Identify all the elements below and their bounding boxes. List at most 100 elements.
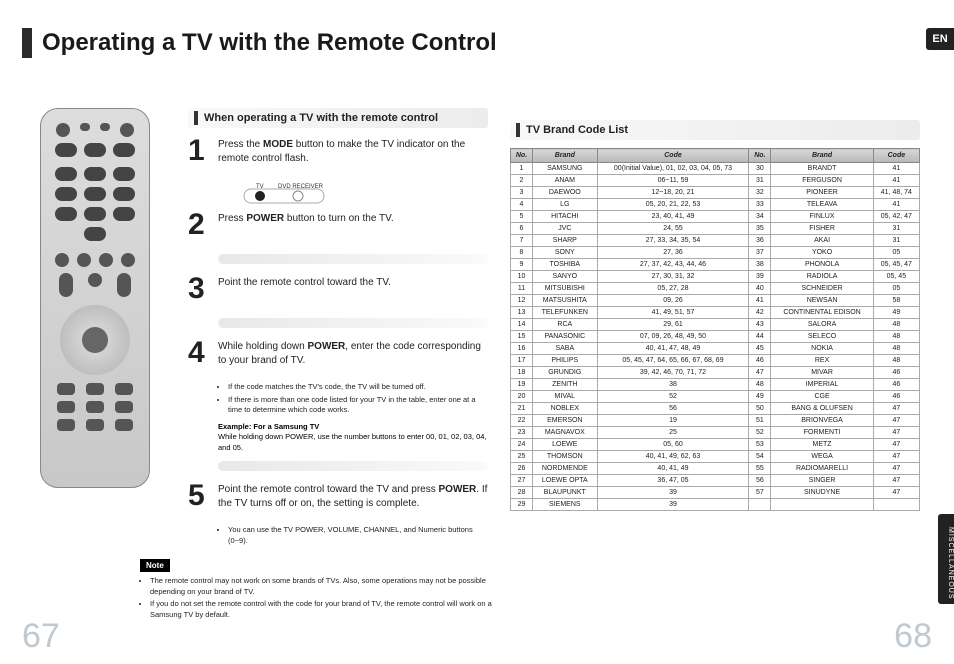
row-code: 47 [873,403,919,415]
section-side-tab: MISCELLANEOUS [938,514,954,604]
row-code: 47 [873,475,919,487]
row-code: 41, 49, 51, 57 [597,307,749,319]
step-text: While holding down POWER, enter the code… [218,338,488,368]
row-no: 47 [749,367,771,379]
row-no: 55 [749,463,771,475]
table-row: 9TOSHIBA27, 37, 42, 43, 44, 4638PHONOLA0… [511,259,920,271]
row-no: 17 [511,355,533,367]
row-brand: SONY [533,247,598,259]
table-col-header: Code [597,149,749,163]
row-brand: CGE [771,391,873,403]
step-number: 2 [188,210,218,240]
row-code: 12~18, 20, 21 [597,187,749,199]
row-brand: CONTINENTAL EDISON [771,307,873,319]
step5-bullets: You can use the TV POWER, VOLUME, CHANNE… [218,525,488,546]
mode-indicator-diagram: TV DVD RECEIVER [218,180,488,204]
row-code: 41 [873,199,919,211]
row-code: 47 [873,439,919,451]
step-5: 5 Point the remote control toward the TV… [188,481,488,511]
row-code: 05, 45, 47 [873,259,919,271]
row-brand: FISHER [771,223,873,235]
row-no: 42 [749,307,771,319]
row-brand: SCHNEIDER [771,283,873,295]
row-code: 05 [873,283,919,295]
header-accent [516,123,520,137]
table-row: 2ANAM06~11, 5931FERGUSON41 [511,175,920,187]
row-code: 48 [873,331,919,343]
row-brand: EMERSON [533,415,598,427]
row-brand: YOKO [771,247,873,259]
row-brand: METZ [771,439,873,451]
row-brand: ANAM [533,175,598,187]
row-brand: FERGUSON [771,175,873,187]
row-code: 31 [873,235,919,247]
table-row: 23MAGNAVOX2552FORMENTI47 [511,427,920,439]
table-row: 6JVC24, 5535FISHER31 [511,223,920,235]
dpad-icon [60,305,130,375]
row-brand: SHARP [533,235,598,247]
row-brand: SINUDYNE [771,487,873,499]
row-brand: THOMSON [533,451,598,463]
row-brand: PHILIPS [533,355,598,367]
row-no: 2 [511,175,533,187]
note-item: If you do not set the remote control wit… [150,599,500,620]
row-code: 58 [873,295,919,307]
row-code: 23, 40, 41, 49 [597,211,749,223]
row-brand: TOSHIBA [533,259,598,271]
row-code: 40, 41, 49 [597,463,749,475]
row-code: 27, 33, 34, 35, 54 [597,235,749,247]
table-col-header: Brand [771,149,873,163]
row-brand: RCA [533,319,598,331]
steps-column: When operating a TV with the remote cont… [188,108,488,552]
row-no: 45 [749,343,771,355]
example-text: While holding down POWER, use the number… [218,432,487,452]
row-no: 34 [749,211,771,223]
page-title-bar: Operating a TV with the Remote Control [22,28,497,58]
row-code: 56 [597,403,749,415]
row-no: 18 [511,367,533,379]
row-brand: BANG & OLUFSEN [771,403,873,415]
table-row: 4LG05, 20, 21, 22, 5333TELEAVA41 [511,199,920,211]
step4-bullets: If the code matches the TV's code, the T… [218,382,488,416]
table-row: 18GRUNDIG39, 42, 46, 70, 71, 7247MIVAR46 [511,367,920,379]
row-no [749,499,771,511]
row-brand: SELECO [771,331,873,343]
step-divider [218,461,488,471]
row-brand: AKAI [771,235,873,247]
table-row: 19ZENITH3848IMPERIAL46 [511,379,920,391]
row-no: 39 [749,271,771,283]
table-col-header: No. [511,149,533,163]
row-no: 33 [749,199,771,211]
row-no: 9 [511,259,533,271]
row-no: 25 [511,451,533,463]
brand-code-table: No.BrandCodeNo.BrandCode 1SAMSUNG00(Init… [510,148,920,511]
language-tab: EN [926,28,954,50]
row-no: 38 [749,259,771,271]
step-3: 3 Point the remote control toward the TV… [188,274,488,304]
bullet: If the code matches the TV's code, the T… [228,382,488,393]
row-brand: MITSUBISHI [533,283,598,295]
row-no: 40 [749,283,771,295]
row-brand: SINGER [771,475,873,487]
table-row: 14RCA29, 6143SALORA48 [511,319,920,331]
row-brand: PHONOLA [771,259,873,271]
step-1: 1 Press the MODE button to make the TV i… [188,136,488,166]
table-row: 11MITSUBISHI05, 27, 2840SCHNEIDER05 [511,283,920,295]
table-row: 10SANYO27, 30, 31, 3239RADIOLA05, 45 [511,271,920,283]
row-no: 51 [749,415,771,427]
row-no: 3 [511,187,533,199]
row-code: 46 [873,391,919,403]
row-code: 24, 55 [597,223,749,235]
example-block: Example: For a Samsung TV While holding … [218,422,488,454]
row-brand: LOEWE OPTA [533,475,598,487]
step-text: Point the remote control toward the TV a… [218,481,488,511]
row-brand: NOBLEX [533,403,598,415]
row-no: 29 [511,499,533,511]
table-row: 13TELEFUNKEN41, 49, 51, 5742CONTINENTAL … [511,307,920,319]
row-brand: PIONEER [771,187,873,199]
step-number: 5 [188,481,218,511]
row-brand: NOKIA [771,343,873,355]
row-code: 07, 09, 26, 48, 49, 50 [597,331,749,343]
row-code: 27, 36 [597,247,749,259]
row-code: 46 [873,379,919,391]
